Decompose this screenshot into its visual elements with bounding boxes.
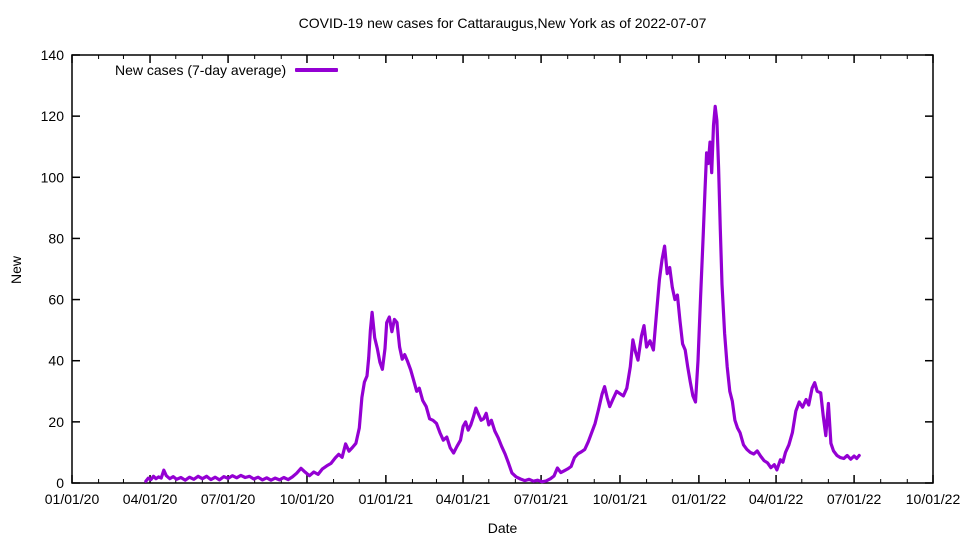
plot-frame [71, 54, 934, 484]
legend: New cases (7-day average) [115, 62, 339, 78]
x-tick-label: 07/01/22 [827, 491, 882, 507]
x-axis-title: Date [487, 520, 518, 536]
x-tick-label: 10/01/20 [280, 491, 335, 507]
x-tick-label: 07/01/21 [514, 491, 569, 507]
x-tick-label: 01/01/21 [359, 491, 414, 507]
x-tick-label: 01/01/20 [45, 491, 100, 507]
y-tick-label: 40 [48, 353, 64, 369]
y-tick-label: 60 [48, 292, 64, 308]
y-tick-label: 0 [56, 475, 64, 491]
series-line-new-cases [144, 104, 861, 484]
x-tick-label: 04/01/20 [123, 491, 178, 507]
x-tick-label: 04/01/21 [436, 491, 491, 507]
legend-line-sample [295, 68, 339, 72]
y-tick-label: 20 [48, 414, 64, 430]
legend-label: New cases (7-day average) [115, 62, 287, 78]
x-tick-label: 01/01/22 [672, 491, 727, 507]
x-tick-label: 10/01/21 [593, 491, 648, 507]
y-axis-title: New [8, 256, 24, 285]
x-tick-label: 04/01/22 [749, 491, 804, 507]
x-tick-label: 10/01/22 [906, 491, 960, 507]
chart-title: COVID-19 new cases for Cattaraugus,New Y… [298, 15, 707, 31]
y-tick-label: 140 [41, 47, 65, 63]
y-tick-label: 80 [48, 230, 64, 246]
y-tick-label: 120 [41, 108, 65, 124]
y-tick-label: 100 [41, 169, 65, 185]
x-tick-label: 07/01/20 [201, 491, 256, 507]
